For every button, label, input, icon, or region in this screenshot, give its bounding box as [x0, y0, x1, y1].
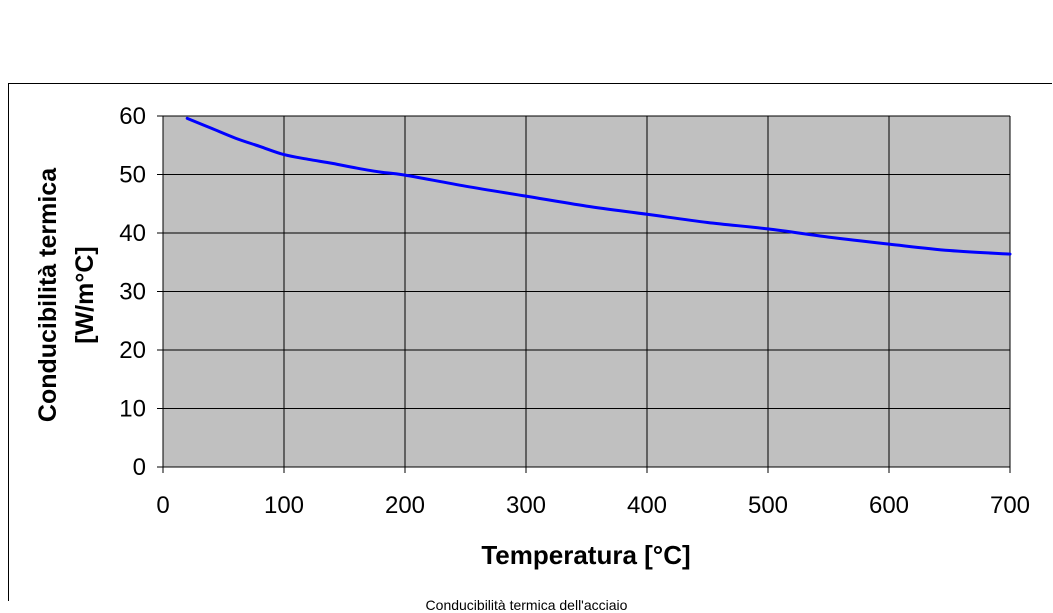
y-tick-label: 40: [119, 220, 146, 247]
x-tick-label: 400: [627, 492, 667, 519]
y-axis-label-line2: [W/m°C]: [71, 246, 99, 343]
y-axis-ticks: 0 10 20 30 40 50 60: [119, 103, 163, 481]
axes: [157, 116, 1010, 473]
x-tick-label: 300: [506, 492, 546, 519]
y-tick-label: 50: [119, 162, 146, 189]
x-tick-label: 200: [385, 492, 425, 519]
x-tick-label: 0: [156, 492, 169, 519]
series-layer: [185, 116, 1012, 256]
x-axis-ticks: 0 100 200 300 400 500 600 700: [156, 467, 1030, 519]
figure-caption: Conducibilità termica dell'acciaio: [425, 597, 628, 613]
y-tick-label: 30: [119, 279, 146, 306]
y-axis-label-line1: Conducibilità termica: [34, 167, 62, 422]
x-tick-label: 600: [869, 492, 909, 519]
chart-frame: [8, 83, 1052, 601]
series-line: [185, 116, 1012, 256]
x-tick-label: 500: [748, 492, 788, 519]
y-tick-label: 60: [119, 103, 146, 130]
y-tick-label: 10: [119, 396, 146, 423]
y-tick-label: 0: [133, 454, 146, 481]
y-tick-label: 20: [119, 337, 146, 364]
x-tick-label: 700: [990, 492, 1030, 519]
x-tick-label: 100: [264, 492, 304, 519]
x-axis-label: Temperatura [°C]: [481, 540, 690, 570]
